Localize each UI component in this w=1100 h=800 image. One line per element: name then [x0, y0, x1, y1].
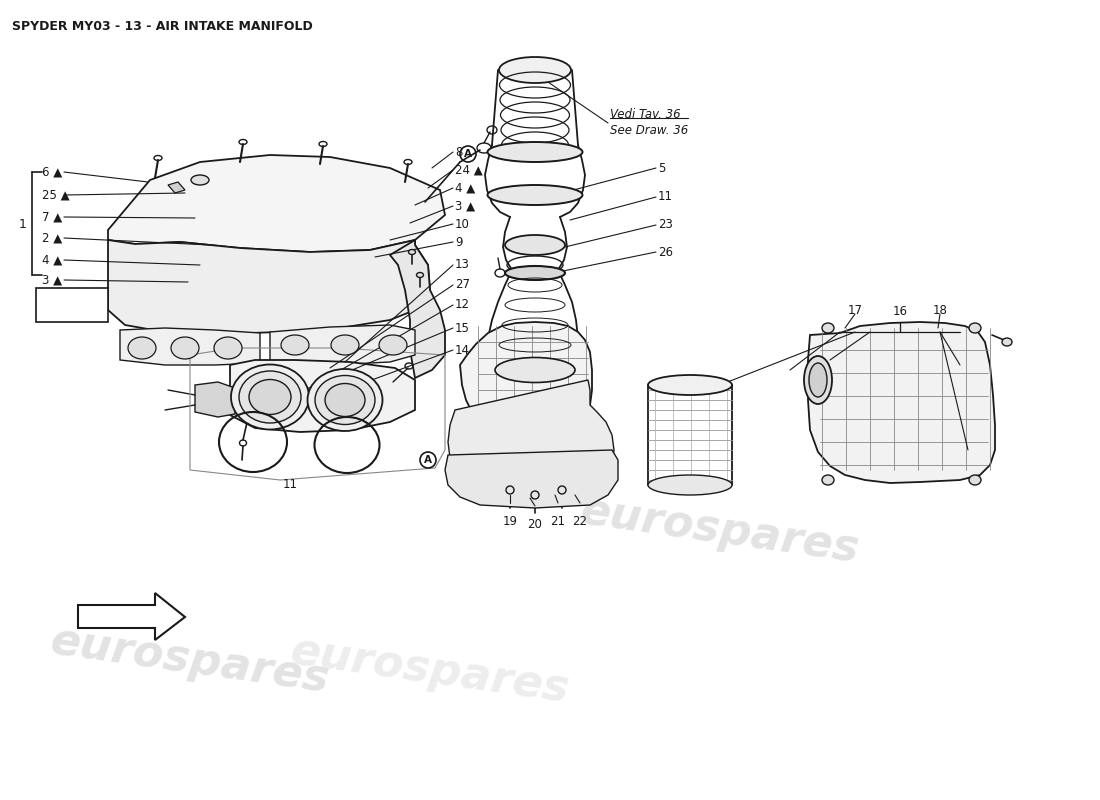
Ellipse shape [1002, 338, 1012, 346]
Text: 1: 1 [19, 218, 28, 230]
Ellipse shape [379, 335, 407, 355]
Polygon shape [195, 382, 235, 417]
Polygon shape [390, 240, 446, 378]
Ellipse shape [191, 175, 209, 185]
Ellipse shape [648, 475, 732, 495]
Ellipse shape [505, 266, 565, 280]
Ellipse shape [487, 142, 583, 162]
Ellipse shape [128, 337, 156, 359]
FancyBboxPatch shape [36, 288, 108, 322]
Ellipse shape [495, 358, 575, 382]
Polygon shape [808, 322, 996, 483]
Ellipse shape [331, 335, 359, 355]
Ellipse shape [408, 250, 416, 254]
Ellipse shape [249, 379, 292, 414]
Polygon shape [270, 325, 415, 365]
Text: See Draw. 36: See Draw. 36 [610, 123, 689, 137]
Ellipse shape [417, 273, 424, 278]
Ellipse shape [280, 335, 309, 355]
Polygon shape [108, 240, 430, 334]
Text: 26: 26 [658, 246, 673, 258]
Text: 6 ▲: 6 ▲ [42, 166, 63, 178]
Text: 8: 8 [455, 146, 462, 158]
Text: eurospares: eurospares [288, 629, 572, 711]
Ellipse shape [214, 337, 242, 359]
Text: 3 ▲: 3 ▲ [42, 274, 62, 286]
Text: 11: 11 [283, 478, 297, 491]
Ellipse shape [505, 235, 565, 255]
Polygon shape [108, 155, 446, 252]
Text: 3 ▲: 3 ▲ [455, 199, 475, 213]
Text: 2 ▲: 2 ▲ [42, 231, 63, 245]
Polygon shape [446, 450, 618, 508]
Text: eurospares: eurospares [578, 489, 862, 571]
Ellipse shape [239, 371, 301, 423]
Ellipse shape [808, 363, 827, 397]
Ellipse shape [487, 185, 583, 205]
Ellipse shape [315, 375, 375, 425]
Text: 4 ▲: 4 ▲ [42, 254, 63, 266]
Ellipse shape [822, 323, 834, 333]
Text: 15: 15 [455, 322, 470, 334]
Text: 14: 14 [455, 343, 470, 357]
Text: 27: 27 [455, 278, 470, 291]
Text: eurospares: eurospares [47, 619, 332, 701]
Text: 22: 22 [572, 515, 587, 528]
Text: 7 ▲: 7 ▲ [42, 210, 63, 223]
Ellipse shape [308, 369, 383, 431]
Text: A: A [424, 455, 432, 465]
Ellipse shape [231, 365, 309, 430]
Text: SPYDER MY03 - 13 - AIR INTAKE MANIFOLD: SPYDER MY03 - 13 - AIR INTAKE MANIFOLD [12, 20, 312, 33]
Polygon shape [168, 182, 185, 193]
Ellipse shape [969, 475, 981, 485]
Text: 17: 17 [847, 303, 862, 317]
Text: 16: 16 [892, 305, 907, 318]
Text: Vedi Tav. 36: Vedi Tav. 36 [610, 109, 681, 122]
Text: 12: 12 [455, 298, 470, 311]
Polygon shape [120, 328, 260, 365]
Text: 21: 21 [550, 515, 565, 528]
Ellipse shape [804, 356, 832, 404]
Text: 19: 19 [503, 515, 517, 528]
Ellipse shape [969, 323, 981, 333]
Ellipse shape [822, 475, 834, 485]
Polygon shape [448, 380, 614, 494]
Text: 24 ▲: 24 ▲ [455, 163, 483, 177]
Text: 18: 18 [933, 303, 947, 317]
Text: 4 ▲: 4 ▲ [455, 182, 475, 194]
Text: 9: 9 [455, 235, 462, 249]
Text: 5: 5 [658, 162, 666, 174]
Text: 13: 13 [455, 258, 470, 271]
Polygon shape [78, 593, 185, 640]
Ellipse shape [499, 57, 571, 83]
Text: 10: 10 [455, 218, 470, 230]
Text: 23: 23 [658, 218, 673, 231]
Polygon shape [230, 360, 415, 432]
Ellipse shape [648, 375, 732, 395]
Text: 25 ▲: 25 ▲ [42, 189, 69, 202]
Text: ▲ = 1: ▲ = 1 [52, 298, 91, 311]
Text: 20: 20 [528, 518, 542, 531]
Ellipse shape [324, 383, 365, 417]
Text: A: A [464, 149, 472, 159]
Polygon shape [460, 322, 592, 436]
Text: 11: 11 [658, 190, 673, 203]
Ellipse shape [170, 337, 199, 359]
